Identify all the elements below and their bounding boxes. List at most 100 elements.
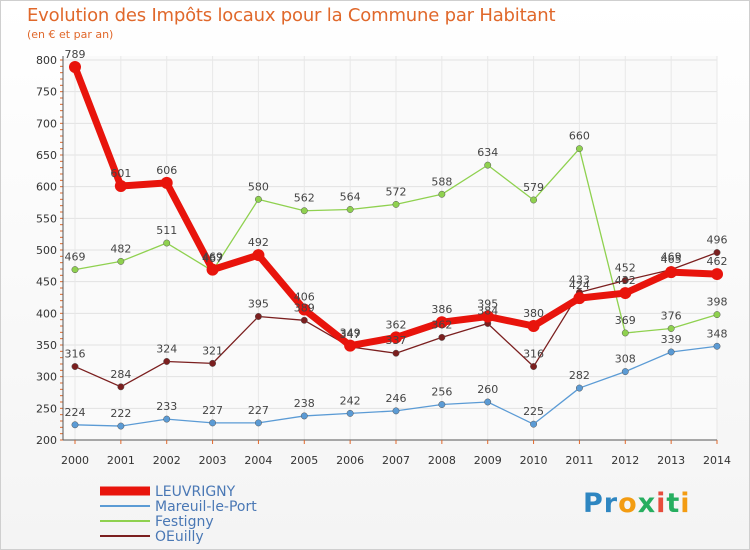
data-point — [160, 176, 173, 189]
chart-title: Evolution des Impôts locaux pour la Comm… — [27, 5, 556, 26]
y-tick-label: 700 — [36, 117, 57, 130]
y-tick-label: 600 — [36, 181, 57, 194]
proxiti-logo: Proxiti — [583, 488, 691, 519]
legend-label: Mareuil-le-Port — [155, 499, 257, 515]
legend-label: LEUVRIGNY — [155, 484, 236, 500]
data-point — [117, 422, 125, 430]
x-tick-label: 2011 — [565, 454, 593, 467]
data-point — [667, 348, 675, 356]
y-tick-label: 200 — [36, 434, 57, 447]
data-point — [390, 331, 402, 344]
data-point — [621, 329, 629, 337]
x-tick-label: 2001 — [107, 454, 135, 467]
data-point — [527, 320, 540, 332]
data-label: 789 — [65, 48, 86, 61]
data-point — [481, 310, 494, 323]
plot-area — [63, 56, 717, 440]
data-label: 465 — [661, 253, 682, 266]
data-label: 316 — [523, 348, 544, 361]
logo-letter: o — [618, 488, 638, 519]
data-point — [71, 363, 79, 370]
data-label: 496 — [707, 234, 728, 247]
data-label: 406 — [294, 291, 315, 304]
data-label: 384 — [477, 304, 498, 317]
data-point — [530, 363, 538, 370]
data-point — [254, 313, 262, 320]
data-label: 606 — [156, 164, 177, 177]
data-label: 432 — [615, 274, 636, 287]
data-label: 242 — [340, 394, 361, 407]
data-label: 224 — [65, 406, 86, 419]
data-label: 424 — [569, 279, 590, 292]
data-point — [209, 419, 217, 427]
data-point — [484, 161, 492, 169]
axes: 200 250 300 350 400 450 500 550 600 650 700 750 800 2… — [36, 54, 731, 467]
data-label: 588 — [431, 175, 452, 188]
data-label: 433 — [569, 273, 590, 286]
data-point — [438, 190, 446, 198]
grid — [63, 56, 718, 441]
x-tick-label: 2005 — [290, 454, 318, 467]
data-point — [209, 359, 217, 367]
data-point — [573, 292, 586, 305]
data-label: 348 — [707, 327, 728, 340]
data-point — [344, 339, 357, 352]
data-label: 462 — [707, 255, 728, 268]
data-label: 238 — [294, 397, 315, 410]
y-tick-label: 500 — [36, 244, 57, 257]
data-point — [300, 412, 308, 420]
data-label: 511 — [156, 224, 177, 237]
data-point — [392, 407, 400, 415]
legend-label: OEuilly — [155, 529, 204, 545]
logo-letter: t — [666, 488, 681, 519]
data-point — [711, 268, 723, 281]
data-label: 452 — [615, 261, 636, 274]
data-point — [530, 420, 538, 428]
data-point — [621, 276, 629, 284]
data-point — [575, 145, 583, 153]
data-label: 369 — [615, 314, 636, 327]
data-point — [392, 200, 400, 208]
data-point — [438, 333, 446, 341]
data-label: 579 — [523, 181, 544, 194]
data-label: 316 — [65, 348, 86, 361]
x-tick-label: 2008 — [428, 454, 456, 467]
data-label: 227 — [202, 404, 223, 417]
data-label: 601 — [110, 167, 131, 180]
data-point — [575, 384, 583, 392]
data-point — [117, 257, 125, 265]
chart-subtitle: (en € et par an) — [27, 28, 114, 41]
data-label: 246 — [386, 392, 407, 405]
data-label: 225 — [523, 405, 544, 418]
data-label: 572 — [386, 185, 407, 198]
data-label: 660 — [569, 130, 590, 143]
x-tick-label: 2006 — [336, 454, 364, 467]
data-point — [206, 263, 219, 276]
data-label: 469 — [661, 251, 682, 264]
x-tick-label: 2009 — [474, 454, 502, 467]
data-label: 362 — [386, 318, 407, 331]
data-point — [114, 180, 127, 193]
data-label: 339 — [661, 333, 682, 346]
data-label: 227 — [248, 404, 269, 417]
x-tick-label: 2010 — [520, 454, 548, 467]
y-tick-label: 350 — [36, 339, 57, 352]
y-tick-label: 800 — [36, 54, 57, 67]
data-point — [713, 249, 721, 256]
data-label: 398 — [707, 296, 728, 309]
y-tick-label: 400 — [36, 307, 57, 320]
y-tick-label: 250 — [36, 402, 57, 415]
data-label: 389 — [294, 301, 315, 314]
x-tick-label: 2000 — [61, 454, 89, 467]
data-label: 260 — [477, 383, 498, 396]
data-point — [619, 287, 632, 300]
data-label: 337 — [386, 334, 407, 347]
data-label: 564 — [340, 190, 361, 203]
data-point — [71, 421, 79, 429]
data-point — [667, 325, 675, 332]
data-point — [163, 239, 171, 247]
data-label: 380 — [523, 307, 544, 320]
